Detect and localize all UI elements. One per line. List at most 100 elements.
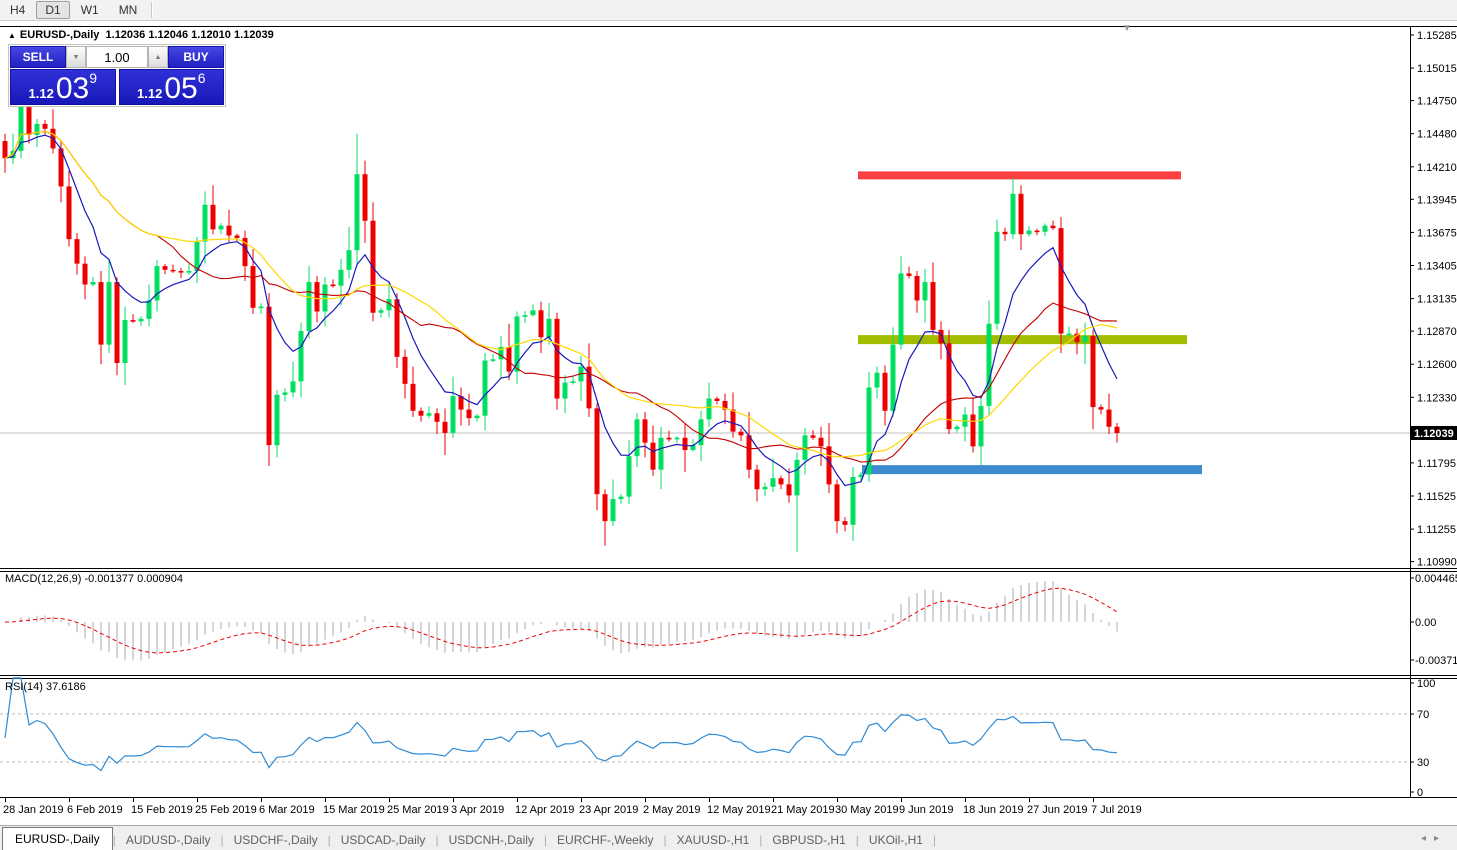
date-tick bbox=[709, 798, 710, 802]
collapse-triangle-icon[interactable]: ▲ bbox=[8, 31, 16, 40]
candle-body bbox=[362, 174, 368, 221]
candle-body bbox=[818, 437, 824, 447]
date-tick bbox=[1029, 798, 1030, 802]
date-axis-label: 12 Apr 2019 bbox=[515, 804, 575, 816]
candle-body bbox=[666, 437, 672, 440]
candle-body bbox=[442, 421, 448, 433]
rsi-axis-label: 0 bbox=[1417, 787, 1423, 799]
date-axis-label: 3 Apr 2019 bbox=[451, 804, 505, 816]
chart-tab-usdcad-daily[interactable]: USDCAD-,Daily bbox=[340, 833, 426, 847]
macd-signal-line bbox=[4, 587, 1118, 654]
candle-body bbox=[562, 382, 568, 399]
candle-body bbox=[554, 318, 560, 399]
chart-tab-usdcnh-daily[interactable]: USDCNH-,Daily bbox=[448, 833, 534, 847]
candle-body bbox=[234, 235, 240, 238]
price-axis-label: 1.13945 bbox=[1417, 194, 1457, 206]
candle-body bbox=[258, 306, 264, 309]
candle-body bbox=[290, 381, 296, 393]
chart-tab-gbpusd-h1[interactable]: GBPUSD-,H1 bbox=[772, 833, 846, 847]
date-axis-label: 27 Jun 2019 bbox=[1027, 804, 1088, 816]
sell-price-display[interactable]: 1.12 03 9 bbox=[10, 69, 116, 105]
candle-body bbox=[986, 323, 992, 406]
candle-body bbox=[690, 445, 696, 451]
candle-body bbox=[1058, 228, 1064, 334]
candle-body bbox=[538, 310, 544, 338]
buy-price-point: 6 bbox=[197, 70, 206, 86]
tab-scroll-arrows[interactable]: ◂▸ bbox=[1421, 833, 1447, 844]
candle-body bbox=[714, 398, 720, 401]
candle-body bbox=[594, 408, 600, 495]
mid-moving-average-line bbox=[4, 131, 1118, 463]
candle-body bbox=[770, 478, 776, 487]
candle-body bbox=[98, 282, 104, 345]
price-axis-label: 1.13405 bbox=[1417, 261, 1457, 273]
date-tick bbox=[389, 798, 390, 802]
candle-body bbox=[34, 123, 40, 135]
candle-body bbox=[674, 437, 680, 440]
candle-body bbox=[786, 484, 792, 496]
price-axis-label: 1.10990 bbox=[1417, 557, 1457, 569]
date-axis-label: 30 May 2019 bbox=[835, 804, 899, 816]
candle-body bbox=[890, 344, 896, 411]
candle-body bbox=[58, 148, 64, 187]
period-button-mn[interactable]: MN bbox=[118, 3, 138, 17]
tab-separator: | bbox=[112, 833, 116, 847]
candle-body bbox=[906, 273, 912, 276]
tab-scroll-right-icon: ▸ bbox=[1433, 833, 1447, 844]
date-tick bbox=[517, 798, 518, 802]
candle-body bbox=[130, 320, 136, 322]
date-axis-label: 9 Jun 2019 bbox=[899, 804, 954, 816]
tab-separator: | bbox=[327, 833, 331, 847]
sell-button[interactable]: SELL bbox=[10, 46, 66, 68]
slow-moving-average-line bbox=[4, 131, 1118, 458]
candle-body bbox=[682, 437, 688, 451]
candle-body bbox=[1090, 336, 1096, 408]
candle-body bbox=[402, 356, 408, 384]
date-tick bbox=[69, 798, 70, 802]
candle-body bbox=[658, 437, 664, 470]
date-tick bbox=[773, 798, 774, 802]
candle-body bbox=[458, 396, 464, 410]
candle-body bbox=[122, 320, 128, 363]
candle-body bbox=[546, 318, 552, 338]
date-axis-label: 6 Feb 2019 bbox=[67, 804, 123, 816]
chart-tab-audusd-daily[interactable]: AUDUSD-,Daily bbox=[125, 833, 211, 847]
price-axis-label: 1.13135 bbox=[1417, 294, 1457, 306]
period-button-h4[interactable]: H4 bbox=[10, 3, 26, 17]
sell-price-point: 9 bbox=[89, 70, 97, 86]
candle-body bbox=[202, 204, 208, 242]
toolbar-separator bbox=[151, 2, 153, 18]
period-button-d1[interactable]: D1 bbox=[36, 1, 70, 19]
candle-body bbox=[938, 329, 944, 344]
candle-body bbox=[74, 239, 80, 264]
candle-body bbox=[1010, 193, 1016, 235]
candle-body bbox=[746, 435, 752, 470]
price-axis-label: 1.11255 bbox=[1417, 524, 1456, 536]
rsi-line bbox=[4, 677, 1118, 772]
buy-price-display[interactable]: 1.12 05 6 bbox=[118, 69, 224, 105]
candle-body bbox=[282, 392, 288, 395]
volume-up-icon[interactable]: ▲ bbox=[148, 46, 168, 68]
date-axis-label: 15 Feb 2019 bbox=[131, 804, 193, 816]
candle-body bbox=[178, 271, 184, 273]
period-button-w1[interactable]: W1 bbox=[80, 3, 99, 17]
chart-shift-marker-icon[interactable]: ▼ bbox=[1122, 23, 1132, 34]
chart-tab-usdchf-daily[interactable]: USDCHF-,Daily bbox=[233, 833, 318, 847]
volume-input[interactable] bbox=[86, 46, 148, 68]
candle-body bbox=[946, 343, 952, 430]
chart-tab-eurchf-weekly[interactable]: EURCHF-,Weekly bbox=[557, 833, 654, 847]
chart-tab-eurusd-daily[interactable]: EURUSD-,Daily bbox=[2, 827, 113, 850]
rsi-label: RSI(14) 37.6186 bbox=[5, 681, 86, 693]
date-axis-label: 18 Jun 2019 bbox=[963, 804, 1024, 816]
chart-tab-ukoil-h1[interactable]: UKOil-,H1 bbox=[868, 833, 923, 847]
date-tick bbox=[197, 798, 198, 802]
candle-body bbox=[922, 282, 928, 301]
date-axis-label: 23 Apr 2019 bbox=[579, 804, 639, 816]
candle-body bbox=[210, 204, 216, 230]
candle-body bbox=[970, 414, 976, 447]
volume-down-icon[interactable]: ▼ bbox=[66, 46, 86, 68]
chart-tab-xauusd-h1[interactable]: XAUUSD-,H1 bbox=[676, 833, 750, 847]
buy-button[interactable]: BUY bbox=[168, 46, 224, 68]
candle-body bbox=[754, 469, 760, 490]
